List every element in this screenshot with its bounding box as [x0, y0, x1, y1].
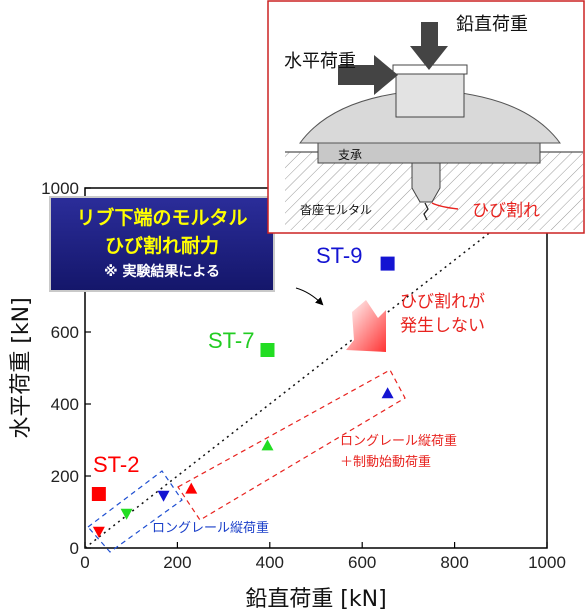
vertical-load-arrow-icon	[410, 22, 448, 70]
data-point-triangle-down-3-0	[92, 526, 105, 538]
group-brake-label-line1: ロングレール縦荷重	[340, 433, 457, 449]
capacity-leader-line	[295, 287, 324, 306]
no-crack-label-line2: 発生しない	[400, 316, 485, 336]
capacity-callout-title-line2: ひび割れ耐力	[105, 234, 219, 257]
group-brake-outline	[177, 369, 406, 521]
inset-crack-label: ひび割れ	[472, 201, 540, 221]
data-markers	[91, 256, 395, 538]
x-tick-label: 400	[256, 553, 284, 572]
capacity-callout-title-line1: リブ下端のモルタル	[76, 206, 247, 229]
y-tick-label: 1000	[41, 179, 79, 198]
y-tick-label: 200	[51, 467, 79, 486]
crack-leader	[431, 202, 459, 210]
capacity-callout-note: ※ 実験結果による	[104, 263, 220, 280]
inset-mortar-label: 沓座モルタル	[300, 202, 372, 217]
data-point-square-1-0	[260, 343, 275, 357]
capacity-callout: リブ下端のモルタル ひび割れ耐力 ※ 実験結果による	[49, 196, 275, 292]
data-point-triangle-up-6-0	[185, 482, 198, 494]
group-long-rail	[87, 470, 183, 553]
crack-mark-icon	[423, 202, 429, 221]
data-point-triangle-up-7-0	[261, 439, 274, 451]
x-tick-label: 0	[80, 553, 89, 572]
data-point-square-2-0	[380, 256, 395, 271]
no-crack-arrow-icon	[346, 300, 386, 352]
inset-bearing-label: 支承	[338, 148, 362, 162]
x-tick-label: 200	[163, 553, 191, 572]
group-brake	[177, 369, 406, 521]
series-label-st-9: ST-9	[316, 243, 362, 268]
series-label-st-7: ST-7	[208, 328, 254, 353]
horizontal-load-arrow-icon	[338, 55, 398, 95]
group-long-rail-outline	[87, 470, 183, 553]
x-tick-label: 600	[348, 553, 376, 572]
crack-capacity-trend-line	[84, 187, 548, 549]
bearing-inset: 鉛直荷重 水平荷重 支承 沓座モルタル ひび割れ	[267, 0, 585, 234]
rib-stem	[411, 162, 441, 203]
data-point-triangle-down-5-0	[157, 490, 170, 502]
data-point-square-0-0	[91, 487, 106, 501]
x-axis-title: 鉛直荷重 [kN]	[245, 587, 386, 612]
data-point-triangle-down-4-0	[120, 508, 133, 520]
x-tick-label: 800	[440, 553, 468, 572]
group-brake-label-line2: ＋制動始動荷重	[340, 454, 431, 470]
inset-vertical-load-label: 鉛直荷重	[456, 14, 528, 35]
inset-horizontal-load-label: 水平荷重	[284, 51, 356, 72]
data-point-triangle-up-8-0	[381, 387, 394, 399]
group-long-rail-label: ロングレール縦荷重	[152, 520, 269, 536]
y-axis-title: 水平荷重 [kN]	[9, 297, 34, 438]
capacity-callout-box	[49, 196, 275, 292]
y-tick-label: 400	[51, 395, 79, 414]
x-tick-label: 1000	[528, 553, 566, 572]
top-block	[395, 71, 465, 118]
y-tick-label: 0	[70, 539, 79, 558]
axis-ticks: 0200400600800100002004006008001000	[41, 179, 566, 572]
no-crack-label-line1: ひび割れが	[400, 292, 485, 312]
series-label-st-2: ST-2	[93, 452, 139, 477]
y-tick-label: 600	[51, 323, 79, 342]
